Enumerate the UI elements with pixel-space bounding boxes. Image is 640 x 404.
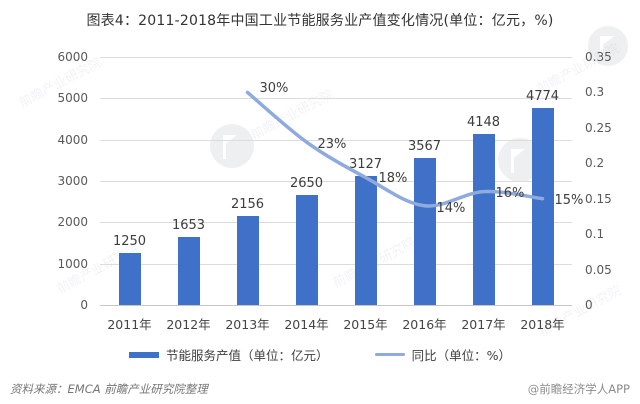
gridline: [100, 98, 572, 100]
left-axis-tick: 0: [80, 298, 88, 312]
gridline: [100, 57, 572, 58]
bar-value-label: 3567: [407, 138, 442, 154]
line-point-label: 15%: [554, 192, 584, 208]
bar-value-label: 1250: [112, 234, 147, 250]
legend-line-swatch: [374, 352, 405, 357]
bar-2013年: [236, 215, 259, 305]
bar-value-label: 4148: [466, 114, 501, 130]
x-axis-label-2015年: 2015年: [343, 317, 388, 332]
line-point-label: 18%: [378, 171, 408, 187]
bar-value-label: 2156: [230, 196, 265, 212]
source-note: 资料来源：EMCA 前瞻产业研究院整理: [10, 382, 208, 396]
bar-value-label: 3127: [348, 156, 383, 172]
bar-2011年: [118, 253, 141, 305]
footer: 资料来源：EMCA 前瞻产业研究院整理 @前瞻经济学人APP: [10, 381, 630, 397]
right-axis-tick: 0: [585, 298, 593, 312]
left-axis-tick: 3000: [57, 174, 88, 188]
line-point-label: 16%: [495, 185, 525, 201]
x-axis-label-2017年: 2017年: [461, 317, 506, 332]
right-axis-tick: 0.35: [585, 50, 612, 64]
qianzhan-flag-logo-icon: [210, 124, 254, 168]
line-point-label: 14%: [436, 200, 466, 216]
right-axis-tick: 0.25: [585, 120, 612, 135]
x-axis-line: [100, 305, 572, 306]
chart-title: 图表4：2011-2018年中国工业节能服务业产值变化情况(单位：亿元，%): [86, 13, 554, 29]
x-axis-label-2014年: 2014年: [284, 317, 329, 332]
legend-bar-swatch: [129, 351, 160, 358]
bar-2016年: [413, 157, 436, 305]
logo-pole-shape: [511, 148, 515, 173]
left-axis-tick: 5000: [57, 91, 88, 106]
bar-value-label: 4774: [525, 88, 560, 104]
left-axis-tick: 2000: [57, 215, 88, 230]
credit-note: @前瞻经济学人APP: [527, 382, 630, 396]
right-axis-tick: 0.2: [585, 156, 605, 171]
logo-flag-shape: [511, 148, 526, 160]
left-axis-tick: 1000: [57, 256, 88, 271]
gridline: [100, 222, 572, 224]
bar-2012年: [177, 236, 200, 305]
x-axis-label-2018年: 2018年: [520, 317, 565, 332]
bar-2017年: [472, 133, 495, 305]
legend-bar-label: 节能服务产值（单位：亿元）: [166, 348, 329, 363]
bar-value-label: 1653: [171, 217, 206, 233]
x-axis-label-2013年: 2013年: [225, 317, 270, 332]
left-axis-tick: 4000: [57, 132, 88, 147]
right-axis-tick: 0.05: [585, 262, 612, 277]
right-axis-tick: 0.1: [585, 227, 605, 242]
x-axis-label-2012年: 2012年: [166, 317, 211, 332]
right-axis-tick: 0.3: [585, 85, 605, 100]
line-point-label: 30%: [259, 81, 289, 97]
right-axis-tick: 0.15: [585, 191, 612, 206]
line-point-label: 23%: [317, 137, 347, 153]
logo-flag-shape: [600, 35, 614, 47]
x-axis-label-2011年: 2011年: [107, 317, 152, 332]
gridline: [100, 263, 572, 265]
legend: 节能服务产值（单位：亿元） 同比（单位：%）: [0, 345, 640, 364]
bar-2018年: [531, 107, 554, 305]
left-axis-tick: 6000: [57, 50, 88, 64]
logo-pole-shape: [223, 134, 227, 159]
bar-2015年: [354, 175, 377, 305]
x-axis-label-2016年: 2016年: [402, 317, 447, 332]
bar-value-label: 2650: [289, 176, 324, 192]
legend-line-label: 同比（单位：%）: [411, 348, 511, 363]
bar-2014年: [295, 195, 318, 305]
